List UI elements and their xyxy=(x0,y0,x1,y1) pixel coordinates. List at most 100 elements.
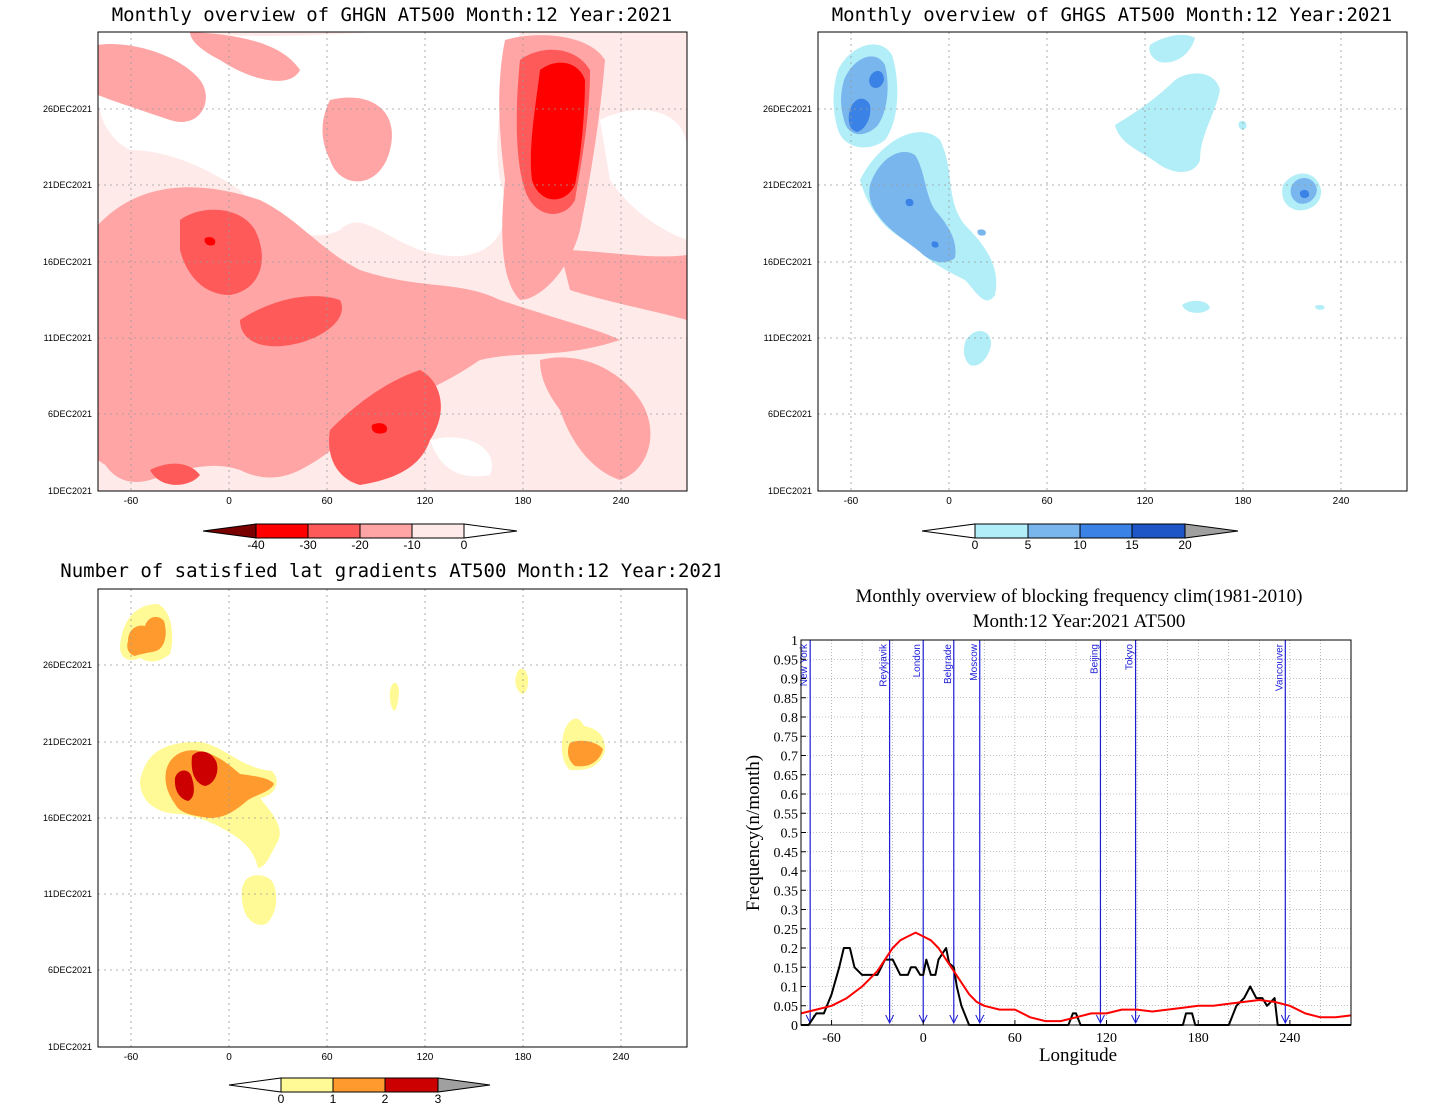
y-tick-label: 6DEC2021 xyxy=(48,409,92,419)
y-tick-label: 0.5 xyxy=(781,827,799,842)
blocking-ylabel: Frequency(n/month) xyxy=(743,755,764,911)
y-tick-label: 0.15 xyxy=(774,961,799,976)
colorbar-label: 20 xyxy=(1178,538,1192,552)
y-tick-label: 1DEC2021 xyxy=(48,486,92,496)
blocking-y-ticks: 0 0.05 0.1 0.15 0.2 0.25 0.3 0.35 0.4 0.45 0.5 0.55… xyxy=(774,634,806,1034)
x-tick-label: -60 xyxy=(124,496,139,507)
gradients-y-ticks: 1DEC2021 6DEC2021 11DEC2021 16DEC2021 21… xyxy=(43,660,92,1052)
x-tick-label: 120 xyxy=(417,1052,434,1063)
y-tick-label: 0.3 xyxy=(781,904,799,919)
colorbar-label: 3 xyxy=(435,1092,442,1106)
city-label: New York xyxy=(799,643,810,686)
colorbar-label: 1 xyxy=(330,1092,337,1106)
ghgn-y-ticks: 1DEC2021 6DEC2021 11DEC2021 16DEC2021 21… xyxy=(43,104,92,496)
blocking-x-ticks: -60 0 60 120 180 240 xyxy=(822,1020,1300,1046)
gradients-panel: Number of satisfied lat gradients AT500 … xyxy=(43,560,720,1106)
y-tick-label: 0.6 xyxy=(781,788,799,803)
ghgs-colorbar xyxy=(921,523,1239,539)
ghgs-frame xyxy=(817,31,1408,492)
y-tick-label: 1 xyxy=(791,634,798,649)
y-tick-label: 0.9 xyxy=(781,673,799,688)
city-marker-arrow xyxy=(1280,1014,1290,1025)
colorbar-label: 15 xyxy=(1125,538,1139,552)
x-tick-label: 240 xyxy=(613,496,630,507)
y-tick-label: 0.95 xyxy=(774,653,799,668)
colorbar-label: 5 xyxy=(1025,538,1032,552)
colorbar-label: -30 xyxy=(299,538,317,552)
colorbar-label: 0 xyxy=(461,538,468,552)
city-label: Vancouver xyxy=(1274,643,1285,691)
y-tick-label: 0.75 xyxy=(774,730,799,745)
x-tick-label: 0 xyxy=(226,1052,232,1063)
x-tick-label: 120 xyxy=(1096,1031,1117,1046)
y-tick-label: 0.55 xyxy=(774,807,799,822)
x-tick-label: 0 xyxy=(226,496,232,507)
y-tick-label: 0 xyxy=(791,1019,798,1034)
city-marker-arrow xyxy=(975,1014,985,1025)
city-marker-arrow xyxy=(949,1014,959,1025)
colorbar-label: -20 xyxy=(351,538,369,552)
y-tick-label: 11DEC2021 xyxy=(764,333,812,343)
city-marker-arrow xyxy=(885,1014,895,1025)
x-tick-label: 120 xyxy=(417,496,434,507)
ghgs-panel: Monthly overview of GHGS AT500 Month:12 … xyxy=(763,4,1408,552)
gradients-map xyxy=(120,604,606,925)
colorbar-label: -10 xyxy=(403,538,421,552)
blocking-title-line2: Month:12 Year:2021 AT500 xyxy=(973,611,1186,632)
ghgn-colorbar xyxy=(202,523,518,539)
x-tick-label: 240 xyxy=(1333,496,1350,507)
blocking-city-markers: New York Reykjavik London Belgrade Moscow Bei… xyxy=(799,640,1290,1025)
x-tick-label: 120 xyxy=(1137,496,1154,507)
y-tick-label: 21DEC2021 xyxy=(763,180,812,190)
y-tick-label: 16DEC2021 xyxy=(43,257,92,267)
y-tick-label: 0.65 xyxy=(774,769,799,784)
series-line xyxy=(800,931,1352,1023)
y-tick-label: 0.05 xyxy=(774,1000,799,1015)
y-tick-label: 16DEC2021 xyxy=(763,257,812,267)
y-tick-label: 26DEC2021 xyxy=(43,104,92,114)
y-tick-label: 0.45 xyxy=(774,846,799,861)
x-tick-label: -60 xyxy=(822,1031,841,1046)
series-line xyxy=(801,947,1351,1026)
x-tick-label: 0 xyxy=(946,496,952,507)
ghgn-map xyxy=(98,32,687,491)
city-label: Belgrade xyxy=(943,644,954,684)
city-marker-arrow xyxy=(1095,1014,1105,1025)
y-tick-label: 1DEC2021 xyxy=(48,1042,92,1052)
y-tick-label: 0.85 xyxy=(774,692,799,707)
city-label: Tokyo xyxy=(1125,644,1136,671)
ghgs-x-ticks: -60 0 60 120 180 240 xyxy=(844,496,1350,507)
x-tick-label: 60 xyxy=(321,496,333,507)
ghgs-grid xyxy=(818,32,1407,491)
blocking-series xyxy=(800,931,1352,1026)
x-tick-label: 180 xyxy=(515,1052,532,1063)
x-tick-label: 240 xyxy=(613,1052,630,1063)
colorbar-label: 2 xyxy=(382,1092,389,1106)
y-tick-label: 0.4 xyxy=(781,865,799,880)
blocking-xlabel: Longitude xyxy=(1039,1045,1117,1066)
ghgs-y-ticks: 1DEC2021 6DEC2021 11DEC2021 16DEC2021 21… xyxy=(763,104,812,496)
x-tick-label: 60 xyxy=(1008,1031,1022,1046)
gradients-colorbar xyxy=(228,1077,491,1093)
ghgn-frame xyxy=(97,31,688,492)
y-tick-label: 16DEC2021 xyxy=(43,813,92,823)
city-label: London xyxy=(912,644,923,677)
x-tick-label: 60 xyxy=(321,1052,333,1063)
x-tick-label: 180 xyxy=(515,496,532,507)
colorbar-label: -40 xyxy=(247,538,265,552)
gradients-grid xyxy=(98,589,687,1047)
y-tick-label: 0.7 xyxy=(781,750,799,765)
y-tick-label: 11DEC2021 xyxy=(44,333,92,343)
y-tick-label: 21DEC2021 xyxy=(43,180,92,190)
colorbar-label: 10 xyxy=(1073,538,1087,552)
x-tick-label: 240 xyxy=(1279,1031,1300,1046)
y-tick-label: 0.1 xyxy=(781,981,799,996)
city-label: Reykjavik xyxy=(879,643,890,687)
y-tick-label: 26DEC2021 xyxy=(43,660,92,670)
ghgn-grid xyxy=(98,32,687,491)
y-tick-label: 6DEC2021 xyxy=(48,965,92,975)
city-label: Moscow xyxy=(969,643,980,680)
y-tick-label: 0.35 xyxy=(774,884,799,899)
x-tick-label: 60 xyxy=(1041,496,1053,507)
x-tick-label: 180 xyxy=(1235,496,1252,507)
